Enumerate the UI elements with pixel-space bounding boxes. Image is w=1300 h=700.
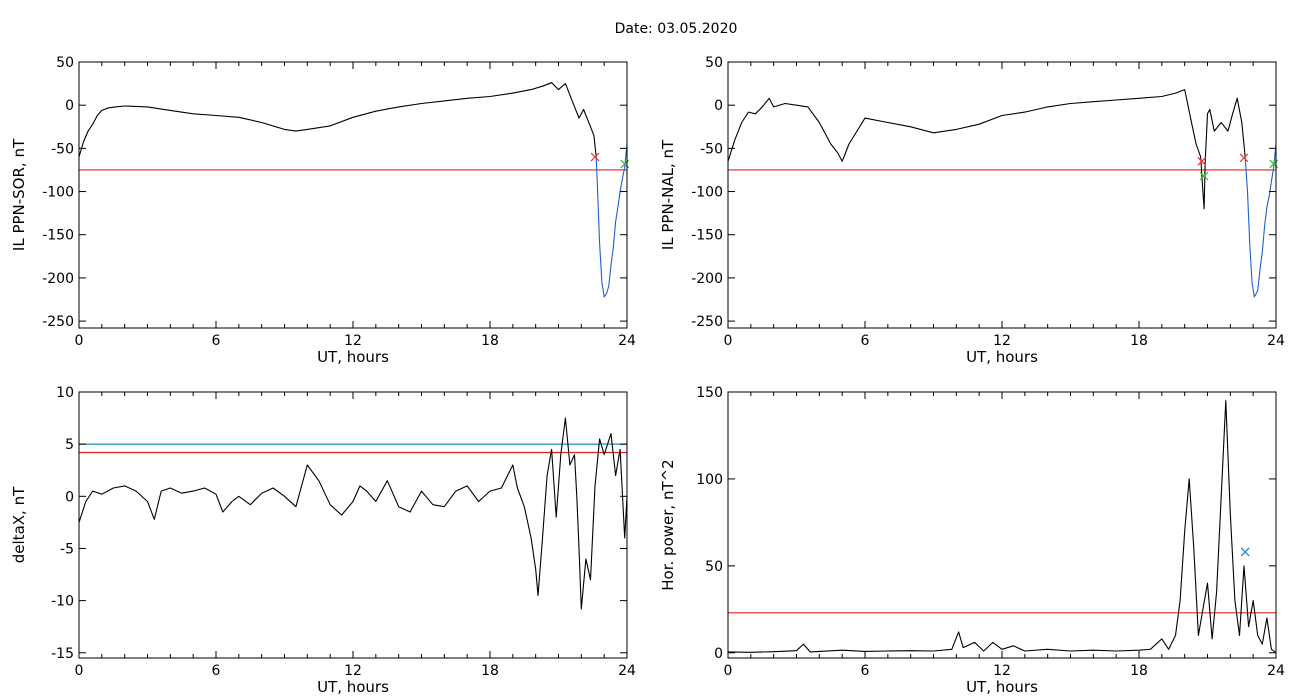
x-tick-label: 6 bbox=[212, 663, 221, 679]
y-axis-label: deltaX, nT bbox=[10, 486, 28, 563]
y-tick-label: -200 bbox=[691, 271, 723, 287]
y-tick-label: 5 bbox=[65, 437, 74, 453]
y-tick-label: -150 bbox=[42, 228, 74, 244]
marker-3 bbox=[1239, 153, 1249, 163]
x-axis-label: UT, hours bbox=[966, 678, 1038, 696]
series-line-2 bbox=[1244, 143, 1276, 298]
series-line-1 bbox=[728, 89, 1246, 210]
marker-1 bbox=[1197, 156, 1207, 166]
chart-p3: 0 6 12 18 24 10 5 0 -5 -10 -15 UT, hours deltaX, nT bbox=[10, 385, 636, 696]
y-tick-label: -50 bbox=[700, 141, 723, 157]
y-tick-label: 0 bbox=[714, 98, 723, 114]
y-tick-label: -100 bbox=[42, 185, 74, 201]
x-tick-label: 6 bbox=[861, 663, 870, 679]
x-axis-label: UT, hours bbox=[966, 348, 1038, 366]
plot-frame bbox=[78, 61, 628, 329]
series-group bbox=[728, 89, 1276, 298]
chart-p1: 0 6 12 18 24 50 0 -50 -100 -150 -200 -250 UT, hours I… bbox=[10, 55, 636, 366]
y-axis-label: Hor. power, nT^2 bbox=[659, 459, 677, 590]
x-tick-label: 18 bbox=[481, 333, 499, 349]
y-tick-label: -50 bbox=[51, 141, 74, 157]
x-tick-label: 18 bbox=[1130, 663, 1148, 679]
marker-2 bbox=[1199, 171, 1209, 181]
marker-1 bbox=[1240, 547, 1250, 557]
y-tick-label: 50 bbox=[705, 55, 723, 71]
chart-p2: 0 6 12 18 24 50 0 -50 -100 -150 -200 -250 UT, hours I… bbox=[659, 55, 1285, 366]
plot-frame bbox=[727, 391, 1277, 659]
chart-p4: 0 6 12 18 24 150 100 50 0 UT, hours Hor. power, nT… bbox=[659, 385, 1285, 696]
marker-1 bbox=[590, 152, 600, 162]
x-tick-label: 0 bbox=[75, 333, 84, 349]
y-tick-label: -15 bbox=[51, 646, 74, 662]
y-tick-label: 0 bbox=[65, 489, 74, 505]
x-tick-label: 0 bbox=[724, 663, 733, 679]
y-tick-label: 50 bbox=[705, 559, 723, 575]
y-tick-label: 10 bbox=[56, 385, 74, 401]
x-tick-label: 12 bbox=[993, 663, 1011, 679]
y-tick-label: -10 bbox=[51, 594, 74, 610]
y-tick-label: 50 bbox=[56, 55, 74, 71]
x-tick-label: 24 bbox=[618, 333, 636, 349]
x-tick-label: 0 bbox=[75, 663, 84, 679]
x-axis-label: UT, hours bbox=[317, 678, 389, 696]
y-tick-label: -250 bbox=[691, 314, 723, 330]
plot-frame bbox=[78, 391, 628, 659]
date-label: Date: 03.05.2020 bbox=[615, 21, 738, 37]
x-tick-label: 24 bbox=[1267, 333, 1285, 349]
x-tick-label: 12 bbox=[993, 333, 1011, 349]
x-tick-label: 12 bbox=[344, 663, 362, 679]
y-axis-label: IL PPN-NAL, nT bbox=[659, 139, 677, 250]
y-tick-label: -250 bbox=[42, 314, 74, 330]
x-tick-label: 24 bbox=[618, 663, 636, 679]
x-axis-label: UT, hours bbox=[317, 348, 389, 366]
y-tick-label: 0 bbox=[65, 98, 74, 114]
series-line-1 bbox=[79, 417, 627, 610]
y-tick-label: -200 bbox=[42, 271, 74, 287]
y-tick-label: 100 bbox=[696, 472, 723, 488]
plot-frame bbox=[727, 61, 1277, 329]
y-tick-label: -100 bbox=[691, 185, 723, 201]
x-tick-label: 18 bbox=[1130, 333, 1148, 349]
y-axis-label: IL PPN-SOR, nT bbox=[10, 138, 28, 251]
series-line-1 bbox=[728, 400, 1276, 654]
series-line-2 bbox=[595, 143, 627, 298]
x-tick-label: 24 bbox=[1267, 663, 1285, 679]
y-tick-label: 0 bbox=[714, 646, 723, 662]
series-group bbox=[79, 417, 627, 610]
x-tick-label: 0 bbox=[724, 333, 733, 349]
series-group bbox=[79, 82, 627, 298]
series-group bbox=[728, 400, 1276, 654]
x-tick-label: 18 bbox=[481, 663, 499, 679]
y-tick-label: -5 bbox=[60, 541, 74, 557]
y-tick-label: 150 bbox=[696, 385, 723, 401]
x-tick-label: 12 bbox=[344, 333, 362, 349]
x-tick-label: 6 bbox=[212, 333, 221, 349]
y-tick-label: -150 bbox=[691, 228, 723, 244]
x-tick-label: 6 bbox=[861, 333, 870, 349]
series-line-1 bbox=[79, 82, 597, 158]
